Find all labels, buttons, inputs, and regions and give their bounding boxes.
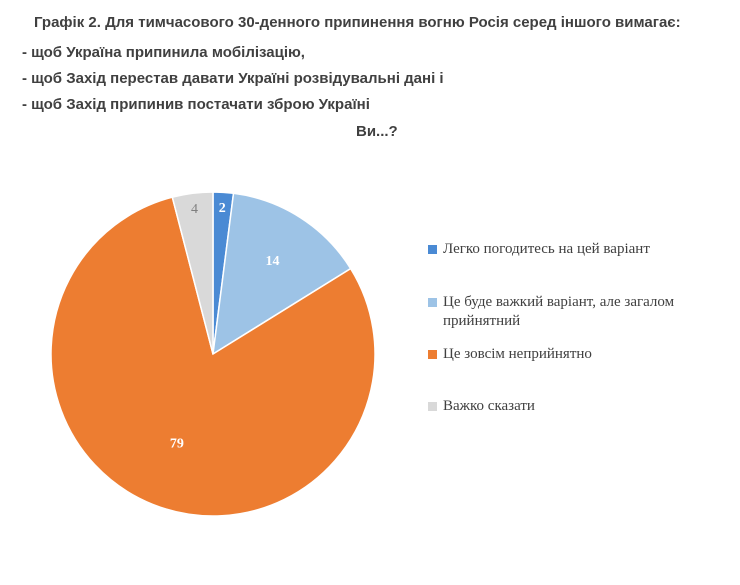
legend-item-hard-to-say: Важко сказати <box>428 397 703 416</box>
slice-unacceptable <box>50 196 376 517</box>
legend-item-unacceptable: Це зовсім неприйнятно <box>428 345 703 364</box>
legend-swatch-hard-acceptable <box>428 298 437 307</box>
data-label-hard-acceptable: 14 <box>266 254 280 269</box>
data-label-easy: 2 <box>219 201 226 216</box>
legend-label-hard-to-say: Важко сказати <box>443 398 535 414</box>
slice-hard-acceptable <box>212 192 352 356</box>
title-line-2: - щоб Україна припинила мобілізацію, <box>22 44 305 61</box>
legend-label-unacceptable: Це зовсім неприйнятно <box>443 346 592 362</box>
data-label-hard-to-say: 4 <box>191 202 198 217</box>
legend-item-hard-acceptable: Це буде важкий варіант, але загалом прий… <box>428 293 703 331</box>
legend-swatch-easy <box>428 245 437 254</box>
legend-swatch-hard-to-say <box>428 402 437 411</box>
title-line-1: Графік 2. Для тимчасового 30-денного при… <box>34 14 681 31</box>
pie-slices <box>50 191 376 517</box>
title-line-3: - щоб Захід перестав давати Україні розв… <box>22 70 444 87</box>
title-line-5: Ви...? <box>356 123 398 140</box>
legend-label-easy: Легко погодитесь на цей варіант <box>443 241 650 257</box>
chart-title: Графік 2. Для тимчасового 30-денного при… <box>0 0 740 150</box>
legend-label-hard-acceptable: Це буде важкий варіант, але загалом прий… <box>443 294 675 329</box>
pie-data-labels: 2 14 79 4 <box>170 201 280 452</box>
data-label-unacceptable: 79 <box>170 437 184 452</box>
title-line-4: - щоб Захід припинив постачати зброю Укр… <box>22 96 370 113</box>
legend-item-easy: Легко погодитесь на цей варіант <box>428 240 703 259</box>
slice-hard-to-say <box>171 191 214 355</box>
legend-swatch-unacceptable <box>428 350 437 359</box>
